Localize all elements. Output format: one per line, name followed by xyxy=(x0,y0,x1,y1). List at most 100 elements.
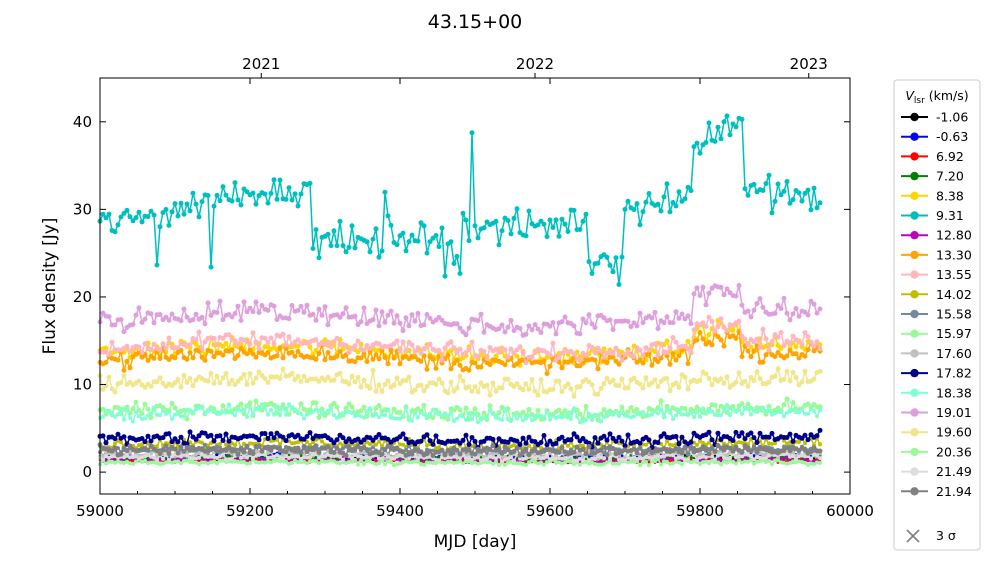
data-point xyxy=(209,454,213,459)
data-point xyxy=(152,455,156,460)
data-point xyxy=(398,458,402,462)
data-point xyxy=(302,455,306,460)
data-point xyxy=(686,457,690,462)
data-point xyxy=(292,353,298,359)
data-point xyxy=(224,442,228,447)
data-point xyxy=(208,348,214,354)
data-point xyxy=(356,454,360,459)
data-point xyxy=(812,452,816,457)
data-point xyxy=(289,370,295,376)
data-point xyxy=(206,455,210,459)
data-point xyxy=(746,406,750,411)
data-point xyxy=(658,341,664,347)
data-point xyxy=(485,457,489,461)
data-point xyxy=(160,210,166,216)
data-point xyxy=(176,409,180,414)
data-point xyxy=(766,347,772,353)
data-point xyxy=(481,225,487,231)
data-point xyxy=(661,431,667,437)
data-point xyxy=(625,349,631,354)
data-point xyxy=(224,410,228,415)
y-tick-label: 10 xyxy=(73,376,92,394)
data-point xyxy=(397,320,403,326)
data-point xyxy=(343,305,349,311)
data-point xyxy=(247,305,253,311)
data-point xyxy=(745,401,751,407)
data-point xyxy=(134,454,138,459)
data-point xyxy=(175,213,181,219)
data-point xyxy=(805,334,811,340)
data-point xyxy=(208,264,214,270)
data-point xyxy=(146,461,150,466)
data-point xyxy=(710,458,714,463)
data-point xyxy=(239,455,243,460)
data-point xyxy=(410,418,414,423)
data-point xyxy=(697,378,703,384)
data-point xyxy=(152,460,156,465)
data-point xyxy=(764,409,768,413)
data-point xyxy=(787,448,793,454)
data-point xyxy=(353,457,357,462)
data-point xyxy=(601,433,607,439)
data-point xyxy=(667,209,673,215)
data-point xyxy=(682,444,688,450)
data-point xyxy=(634,201,640,207)
data-point xyxy=(640,385,646,391)
data-point xyxy=(521,462,525,467)
data-point xyxy=(694,337,700,343)
data-point xyxy=(220,438,226,443)
data-point xyxy=(176,459,180,464)
data-point xyxy=(338,461,342,466)
data-point xyxy=(637,347,643,353)
data-point xyxy=(398,416,402,421)
data-point xyxy=(464,417,468,422)
data-point xyxy=(568,437,574,443)
data-point xyxy=(580,436,586,441)
data-point xyxy=(196,214,202,220)
data-point xyxy=(610,327,616,333)
data-point xyxy=(626,460,630,465)
data-point xyxy=(101,414,105,419)
data-point xyxy=(329,407,333,412)
data-point xyxy=(673,357,679,363)
data-point xyxy=(689,410,693,415)
data-point xyxy=(739,430,745,436)
data-point xyxy=(149,411,153,416)
data-point xyxy=(655,352,661,358)
data-point xyxy=(337,370,343,376)
data-point xyxy=(571,449,577,455)
data-point xyxy=(431,407,435,412)
data-point xyxy=(712,138,718,144)
data-point xyxy=(703,302,709,308)
data-point xyxy=(218,458,222,463)
data-point xyxy=(215,411,219,416)
data-point xyxy=(757,345,763,351)
data-point xyxy=(353,414,357,419)
data-point xyxy=(181,448,187,454)
data-point xyxy=(481,349,487,354)
data-point xyxy=(356,458,360,462)
data-point xyxy=(497,416,501,421)
data-point xyxy=(455,416,459,421)
data-point xyxy=(224,457,228,462)
data-point xyxy=(739,354,745,360)
data-point xyxy=(757,296,763,302)
data-point xyxy=(110,459,114,464)
data-point xyxy=(779,410,783,414)
data-point xyxy=(701,460,705,465)
data-point xyxy=(781,343,787,348)
data-point xyxy=(161,461,165,466)
data-point xyxy=(523,440,529,446)
data-point xyxy=(124,448,130,454)
data-point xyxy=(187,376,193,381)
data-point xyxy=(601,381,607,387)
data-point xyxy=(659,462,663,467)
data-point xyxy=(199,199,205,205)
series-layer xyxy=(97,113,823,468)
data-point xyxy=(373,352,379,358)
data-point xyxy=(755,410,759,415)
data-point xyxy=(232,448,238,453)
data-point xyxy=(317,456,321,460)
data-point xyxy=(433,365,439,371)
data-point xyxy=(247,347,253,353)
